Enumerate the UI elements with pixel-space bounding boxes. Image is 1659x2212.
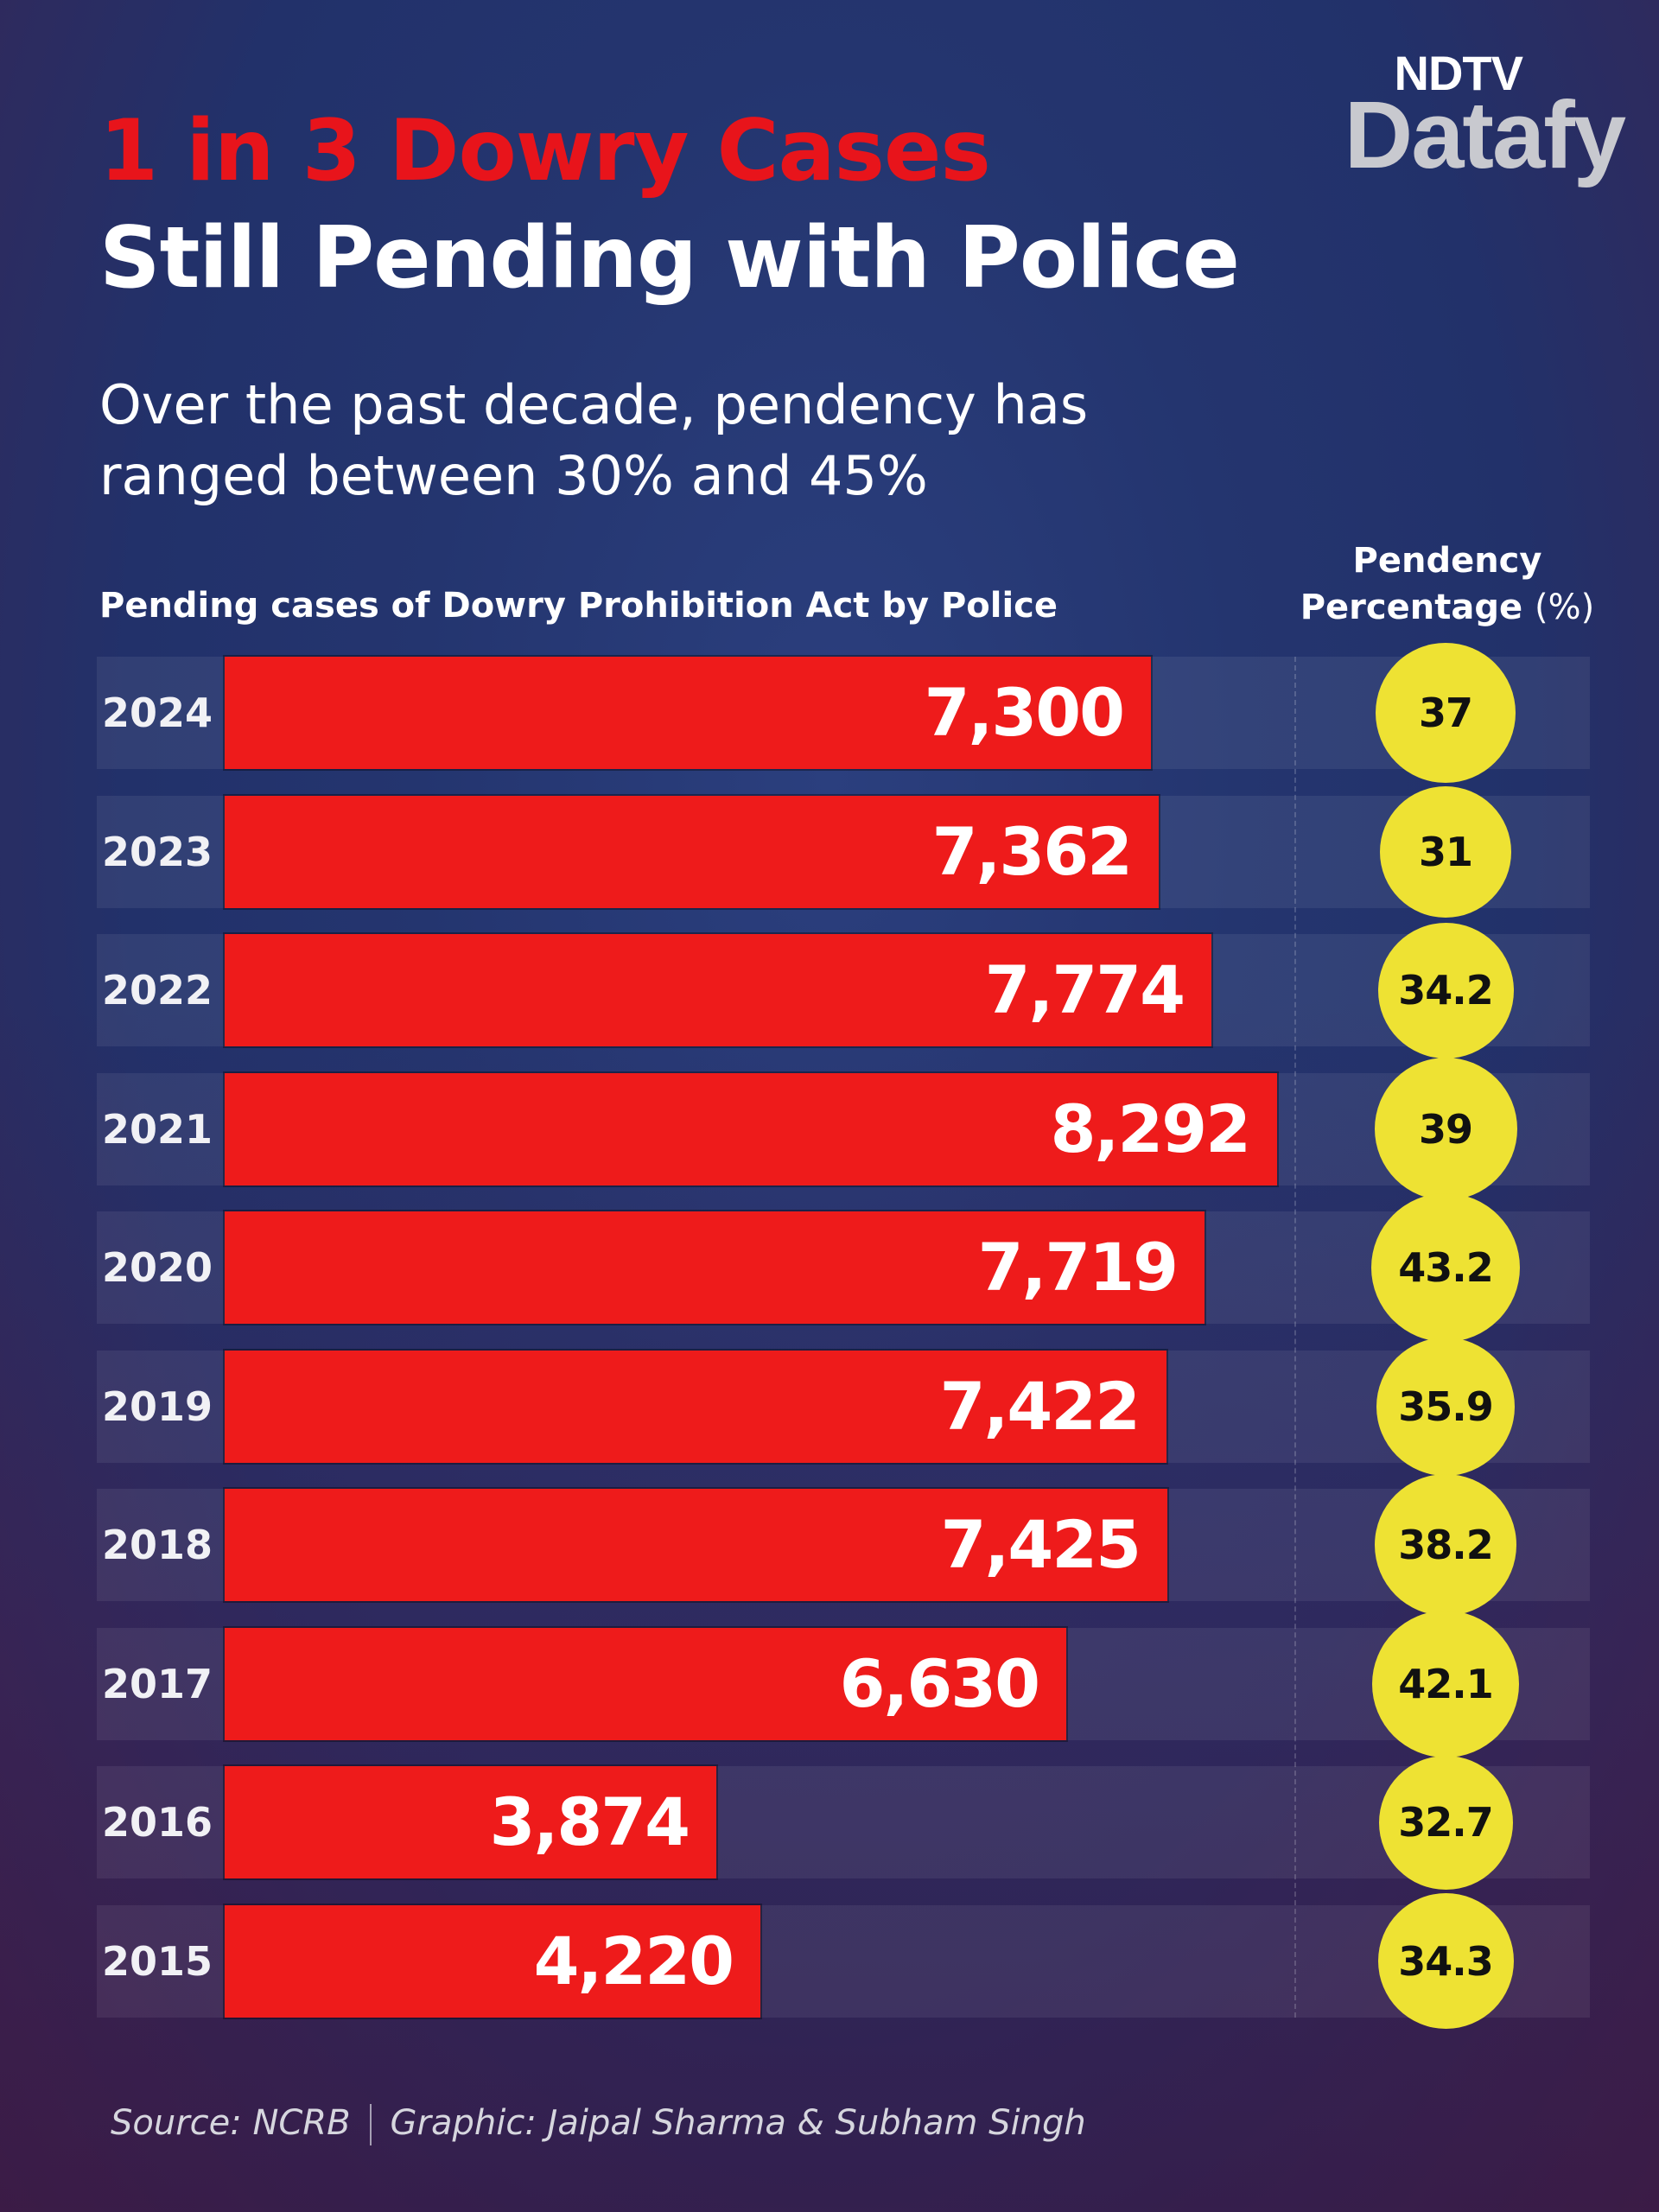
bar-value-label: 3,874 (489, 1783, 690, 1860)
bar-2024 (225, 657, 1151, 769)
pendency-header: Pendency Percentage (%) (1296, 537, 1599, 631)
bar-2019 (225, 1350, 1166, 1463)
pendency-header-unit: (%) (1535, 588, 1595, 627)
year-label: 2019 (101, 1382, 213, 1430)
bar-value-label: 7,425 (940, 1506, 1141, 1583)
pendency-header-line1: Pendency (1352, 541, 1542, 581)
year-label: 2020 (101, 1244, 213, 1291)
year-label: 2018 (101, 1522, 213, 1568)
pendency-bubble: 43.2 (1371, 1193, 1520, 1342)
title-line-1: 1 in 3 Dowry Cases (99, 102, 991, 200)
year-label: 2024 (101, 690, 213, 736)
bar-2020 (225, 1211, 1205, 1324)
bar-value-label: 7,774 (984, 951, 1185, 1028)
pendency-divider (1294, 657, 1296, 2018)
bar-value-label: 4,220 (533, 1922, 734, 1999)
pendency-bubble: 42.1 (1372, 1610, 1519, 1758)
pendency-header-line2: Percentage (%) (1296, 584, 1599, 631)
subtitle: Over the past decade, pendency has range… (99, 373, 1089, 507)
year-label: 2021 (101, 1105, 213, 1153)
bar-2021 (225, 1072, 1277, 1185)
credit-text: Graphic: Jaipal Sharma & Subham Singh (390, 2103, 1086, 2143)
pendency-bubble: 31 (1380, 785, 1511, 918)
bar-value-label: 6,630 (839, 1644, 1040, 1722)
bar-value-label: 7,362 (931, 812, 1133, 890)
pendency-bubble: 34.3 (1377, 1893, 1514, 2029)
bar-2016 (225, 1766, 716, 1878)
year-label: 2022 (101, 967, 213, 1014)
bar-value-label: 8,292 (1050, 1090, 1251, 1167)
year-label: 2016 (101, 1799, 213, 1846)
year-label: 2015 (101, 1937, 213, 1985)
pendency-bubble: 38.2 (1375, 1474, 1516, 1616)
year-label: 2023 (101, 828, 213, 875)
brand-top-text: NDTV (1394, 46, 1523, 100)
pendency-bubble: 34.2 (1377, 922, 1514, 1058)
bar-2018 (225, 1489, 1167, 1601)
chart-label: Pending cases of Dowry Prohibition Act b… (99, 586, 1058, 626)
source-text: Source: NCRB (111, 2103, 351, 2143)
pendency-bubble: 35.9 (1376, 1337, 1515, 1476)
bar-2023 (225, 795, 1159, 908)
brand-bottom-text: Datafy (1344, 82, 1626, 188)
pendency-bubble: 39 (1374, 1058, 1517, 1200)
year-label: 2017 (101, 1660, 213, 1707)
pendency-bubble: 37 (1376, 643, 1516, 783)
title-line-2: Still Pending with Police (99, 209, 1240, 308)
source-line: Source: NCRB Graphic: Jaipal Sharma & Sub… (111, 2103, 1086, 2145)
bar-value-label: 7,300 (924, 674, 1125, 751)
bar-2022 (225, 934, 1211, 1046)
pendency-bubble: 32.7 (1378, 1755, 1513, 1890)
bar-2015 (225, 1904, 760, 2018)
pendency-header-word: Percentage (1300, 588, 1523, 627)
bar-value-label: 7,719 (977, 1229, 1179, 1306)
ndtv-datafy-logo: NDTV Datafy (1262, 45, 1626, 192)
bar-value-label: 7,422 (939, 1367, 1141, 1445)
source-separator (369, 2104, 372, 2145)
bar-2017 (225, 1627, 1066, 1740)
